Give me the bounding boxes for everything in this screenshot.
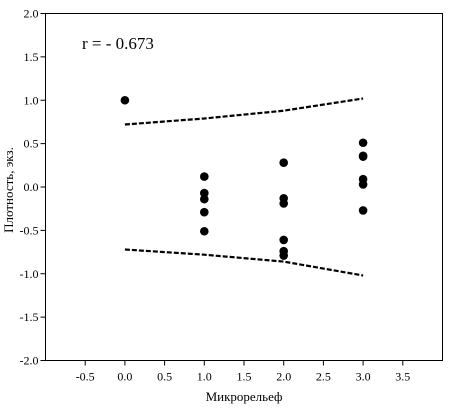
data-point	[279, 199, 289, 208]
x-tick-label: 1.5	[237, 370, 252, 384]
data-point	[279, 251, 289, 260]
data-points	[120, 95, 368, 260]
correlation-annotation: r = - 0.673	[82, 34, 154, 53]
y-tick-label: 1.0	[24, 93, 39, 107]
x-tick-label: 2.5	[316, 370, 331, 384]
data-point	[200, 207, 209, 217]
data-point	[279, 235, 289, 245]
data-point	[120, 95, 130, 105]
y-tick-label: 2.0	[24, 7, 39, 21]
data-point	[200, 194, 209, 204]
plot-frame	[45, 13, 443, 361]
x-tick-label: 3.0	[356, 370, 371, 384]
y-tick-label: -1.5	[20, 310, 39, 324]
x-axis-title: Микрорельеф	[206, 389, 283, 404]
y-axis-title: Плотность, экз.	[1, 147, 16, 233]
x-tick-label: -0.5	[76, 370, 95, 384]
data-point	[200, 226, 209, 236]
data-point	[279, 158, 289, 168]
y-tick-label: -0.5	[20, 223, 39, 237]
x-tick-label: 0.0	[117, 370, 132, 384]
y-tick-label: 1.5	[24, 50, 39, 64]
y-axis-ticks: 2.0 1.5 1.0 0.5 0.0 -0.5 -1.0 -1.5 -2.0	[20, 7, 46, 368]
data-point	[358, 206, 368, 215]
confidence-band-line	[124, 248, 364, 277]
confidence-bands	[124, 97, 364, 277]
x-tick-label: 1.0	[197, 370, 212, 384]
x-tick-label: 3.5	[395, 370, 410, 384]
y-tick-label: -1.0	[20, 267, 39, 281]
data-point	[200, 172, 209, 181]
y-tick-label: -2.0	[20, 354, 39, 368]
data-point	[200, 188, 209, 198]
data-point	[358, 138, 368, 148]
y-tick-label: 0.5	[24, 137, 39, 151]
confidence-band-line	[124, 97, 364, 126]
x-axis-ticks: -0.5 0.0 0.5 1.0 1.5 2.0 2.5 3.0 3.5	[76, 360, 410, 384]
x-tick-label: 2.0	[276, 370, 291, 384]
data-point	[358, 180, 368, 189]
data-point	[358, 152, 368, 161]
y-tick-label: 0.0	[24, 180, 39, 194]
x-tick-label: 0.5	[157, 370, 172, 384]
